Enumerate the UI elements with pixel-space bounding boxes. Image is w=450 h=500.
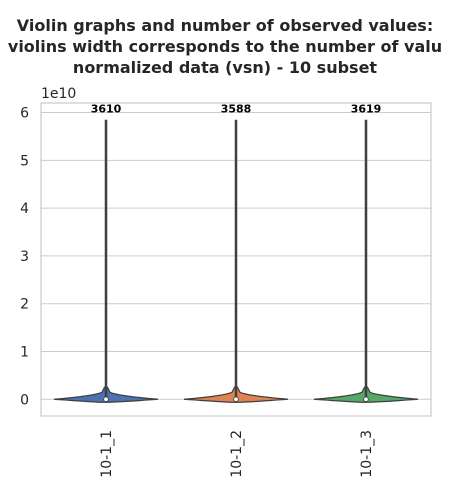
y-tick-label: 5 <box>20 153 29 169</box>
y-tick-label: 4 <box>20 201 29 217</box>
chart-title-line-3: normalized data (vsn) - 10 subset <box>72 58 378 77</box>
violin-median-point <box>103 396 109 402</box>
x-tick-label: 10-1_1 <box>99 430 115 478</box>
y-tick-label: 6 <box>20 106 29 122</box>
y-axis-offset-label: 1e10 <box>41 86 76 102</box>
chart-title-line-1: Violin graphs and number of observed val… <box>16 16 434 35</box>
y-tick-label: 0 <box>20 392 29 408</box>
x-axis: 10-1_1 10-1_2 10-1_3 <box>99 430 375 478</box>
x-tick-label: 10-1_2 <box>229 430 245 478</box>
observation-count-label: 3610 <box>91 103 122 116</box>
y-tick-label: 2 <box>20 297 29 313</box>
observation-count-label: 3619 <box>351 103 382 116</box>
plot-area-border <box>40 102 432 417</box>
y-tick-label: 1 <box>20 344 29 360</box>
violin-median-point <box>363 396 369 402</box>
violins: 3610 3588 3619 <box>53 103 419 403</box>
chart-title: Violin graphs and number of observed val… <box>0 15 450 78</box>
chart-title-line-2: violins width corresponds to the number … <box>7 37 443 56</box>
violin-median-point <box>233 396 239 402</box>
observation-count-label: 3588 <box>221 103 252 116</box>
x-tick-label: 10-1_3 <box>359 430 375 478</box>
y-tick-label: 3 <box>20 249 29 265</box>
y-axis: 0 1 2 3 4 5 6 <box>20 106 29 409</box>
